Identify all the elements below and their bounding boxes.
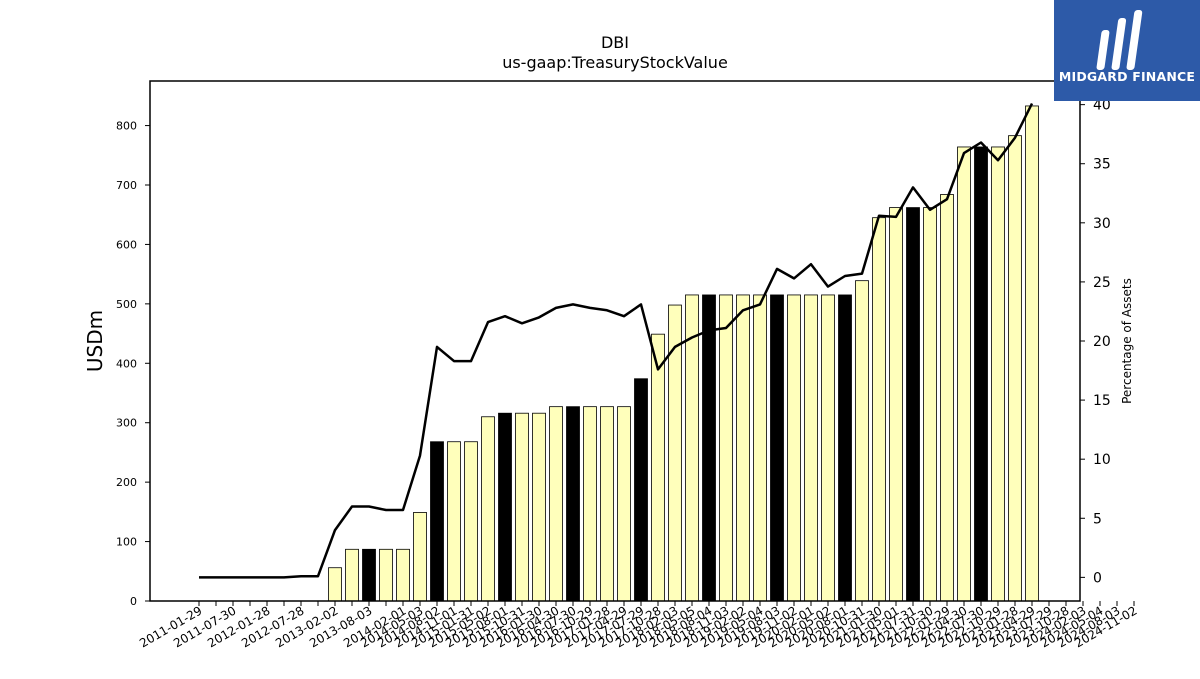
y-axis-label: USDm (83, 310, 107, 372)
bar-2019-05-04 (753, 294, 767, 602)
bar-2017-04-29 (617, 406, 631, 602)
bar-2021-01-30 (872, 217, 886, 602)
y2-tick-label: 35 (1093, 157, 1111, 173)
chart-subtitle: us-gaap:TreasuryStockValue (502, 53, 728, 72)
logo-text: MIDGARD FINANCE (1058, 69, 1196, 84)
bar-2021-10-30 (923, 207, 937, 602)
bar-2020-10-31 (855, 280, 869, 602)
bar-2021-07-31 (906, 207, 920, 602)
bar-2014-05-03 (413, 512, 427, 602)
bar-2017-10-28 (651, 333, 665, 602)
y-tick-label: 400 (116, 357, 137, 370)
bar-2018-11-03 (719, 294, 733, 602)
bar-2020-05-02 (821, 294, 835, 602)
bar-2014-11-01 (447, 441, 461, 602)
bar-2021-05-01 (889, 207, 903, 602)
y2-tick-label: 25 (1093, 275, 1111, 291)
bar-2018-08-04 (702, 294, 716, 602)
bar-2022-04-30 (957, 146, 971, 602)
bar-2016-10-29 (583, 406, 597, 602)
y2-tick-label: 40 (1093, 98, 1111, 114)
y2-tick-label: 5 (1093, 511, 1102, 527)
bar-2014-02-01 (396, 548, 410, 602)
bar-2015-05-02 (481, 416, 495, 602)
bar-2023-01-28 (1008, 135, 1022, 602)
y2-tick-label: 10 (1093, 452, 1111, 468)
y-tick-label: 600 (116, 238, 137, 251)
bar-2022-07-30 (974, 146, 988, 602)
y-tick-label: 500 (116, 298, 137, 311)
bar-2016-04-30 (549, 406, 563, 602)
bar-2017-01-28 (600, 406, 614, 602)
bar-2013-11-02 (379, 548, 393, 602)
bar-2019-02-02 (736, 294, 750, 602)
bar-2016-07-30 (566, 406, 580, 602)
bar-2013-02-02 (328, 567, 342, 602)
y2-tick-label: 20 (1093, 334, 1111, 350)
bar-2015-08-01 (498, 412, 512, 602)
y2-tick-label: 15 (1093, 393, 1111, 409)
chart-title: DBI (601, 33, 629, 52)
bar-2020-08-01 (838, 294, 852, 602)
y2-tick-label: 30 (1093, 216, 1111, 232)
y-tick-label: 200 (116, 476, 137, 489)
y-tick-label: 0 (130, 595, 137, 608)
bar-2013-08-03 (362, 548, 376, 602)
bar-2023-04-29 (1025, 105, 1039, 602)
bar-2019-11-02 (787, 294, 801, 602)
logo-mark-icon (1096, 10, 1143, 70)
bar-2017-07-29 (634, 378, 648, 602)
y2-axis-label: Percentage of Assets (1120, 278, 1134, 404)
bar-2020-02-01 (804, 294, 818, 602)
midgard-finance-logo: MIDGARD FINANCE (1054, 0, 1200, 101)
bar-2022-10-29 (991, 146, 1005, 602)
y-tick-label: 700 (116, 179, 137, 192)
y-tick-label: 100 (116, 536, 137, 549)
bar-2015-10-31 (515, 412, 529, 602)
bar-2018-02-03 (668, 304, 682, 602)
bar-2013-05-04 (345, 548, 359, 602)
bar-2014-08-02 (430, 441, 444, 602)
y-tick-label: 800 (116, 120, 137, 133)
bar-2015-01-31 (464, 441, 478, 602)
y-tick-label: 300 (116, 417, 137, 430)
bar-2019-08-03 (770, 294, 784, 602)
bar-2016-01-30 (532, 412, 546, 602)
pct-assets-line (199, 102, 1034, 579)
y2-tick-label: 0 (1093, 570, 1102, 586)
bar-2022-01-29 (940, 194, 954, 602)
